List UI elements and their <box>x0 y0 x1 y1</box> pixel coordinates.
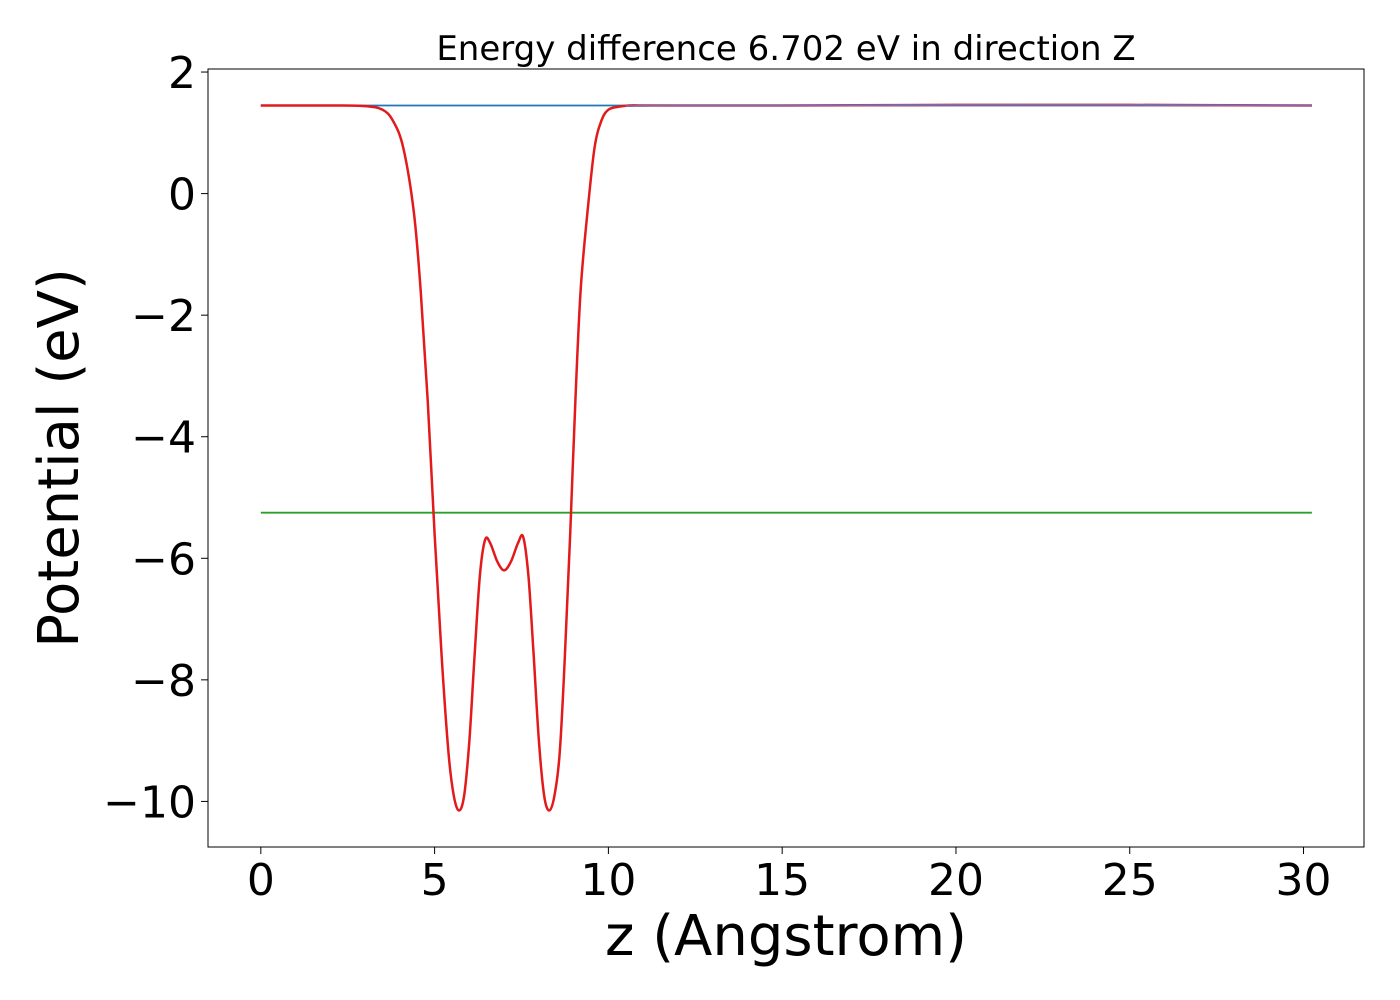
y-tick-label: −8 <box>131 656 196 707</box>
chart-title: Energy difference 6.702 eV in direction … <box>436 29 1135 69</box>
x-tick-label: 30 <box>1276 855 1332 906</box>
y-tick-label: −4 <box>131 413 196 464</box>
y-axis-ticks: 2 0 −2 −4 −6 −8 −10 <box>103 48 208 828</box>
x-tick-label: 25 <box>1102 855 1158 906</box>
x-tick-label: 20 <box>928 855 984 906</box>
x-tick-label: 10 <box>580 855 636 906</box>
x-tick-label: 15 <box>754 855 810 906</box>
y-axis-label: Potential (eV) <box>27 268 92 648</box>
x-tick-label: 5 <box>421 855 449 906</box>
plot-area <box>207 68 1365 848</box>
y-tick-label: 2 <box>168 48 196 99</box>
series-line-4 <box>625 103 1312 107</box>
y-tick-label: 0 <box>168 170 196 221</box>
series-layer <box>260 103 1312 812</box>
y-tick-label: −2 <box>131 291 196 342</box>
x-axis-ticks: 0 5 10 15 20 25 30 <box>247 847 1332 906</box>
x-tick-label: 0 <box>247 855 275 906</box>
axes-background <box>208 69 1364 847</box>
axes-frame <box>207 68 1365 848</box>
y-tick-label: −6 <box>131 534 196 585</box>
x-axis-label: z (Angstrom) <box>605 904 967 969</box>
y-tick-label: −10 <box>103 777 196 828</box>
